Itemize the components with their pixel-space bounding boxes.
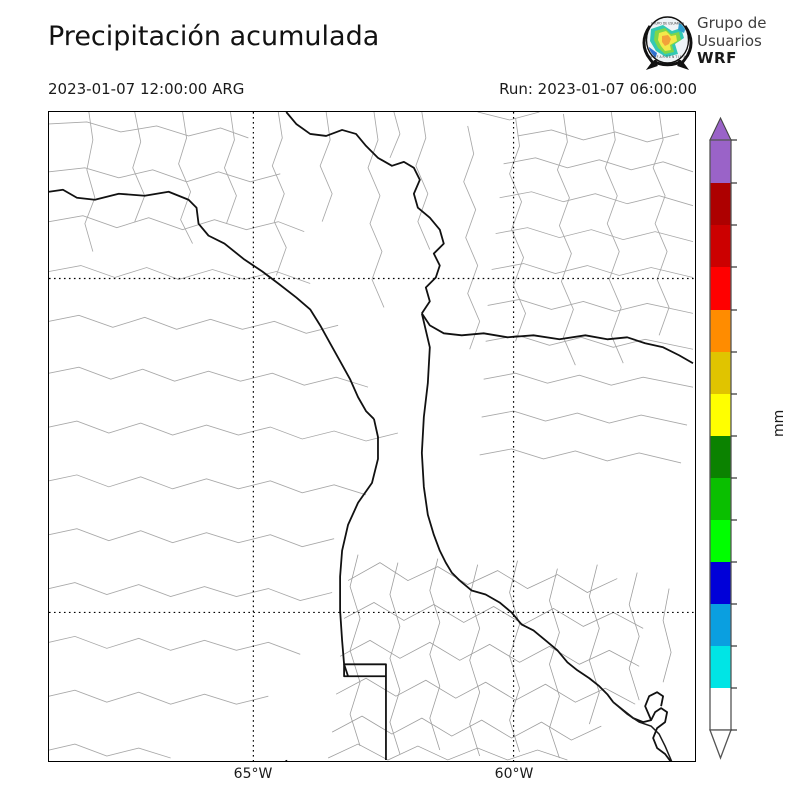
colorbar-unit-label: mm [771,409,787,437]
svg-text:W R F A R G E N T I N A: W R F A R G E N T I N A [650,55,687,59]
map-canvas[interactable] [48,111,696,762]
map-vector-layer [49,112,695,761]
logo-line-1: Grupo de [697,14,767,32]
logo-wordmark: Grupo de Usuarios WRF [697,14,797,71]
valid-time-label: 2023-01-07 12:00:00 ARG [48,80,245,98]
wrf-globe-seal-icon: GRUPO DE USUARIOS W R F A R G E N T I N … [641,13,694,71]
colorbar: 300.0 200.0 100.0 80.0 50.0 40.0 30.0 20… [705,112,751,762]
lon-tick-60w: 60°W [494,766,534,782]
province-boundaries [49,112,694,761]
graticule [49,112,695,761]
page-title: Precipitación acumulada [48,21,380,52]
logo-line-2: Usuarios [697,31,762,50]
lon-tick-65w: 65°W [233,766,273,782]
logo-line-3: WRF [697,49,737,67]
buenos-aires-departments [327,554,672,761]
department-boundaries [49,112,694,759]
coastline [612,701,673,761]
svg-text:GRUPO DE USUARIOS: GRUPO DE USUARIOS [651,22,685,26]
colorbar-swatches [709,116,737,760]
run-time-label: Run: 2023-01-07 06:00:00 [499,80,697,98]
wrf-user-group-logo: GRUPO DE USUARIOS W R F A R G E N T I N … [641,13,797,73]
